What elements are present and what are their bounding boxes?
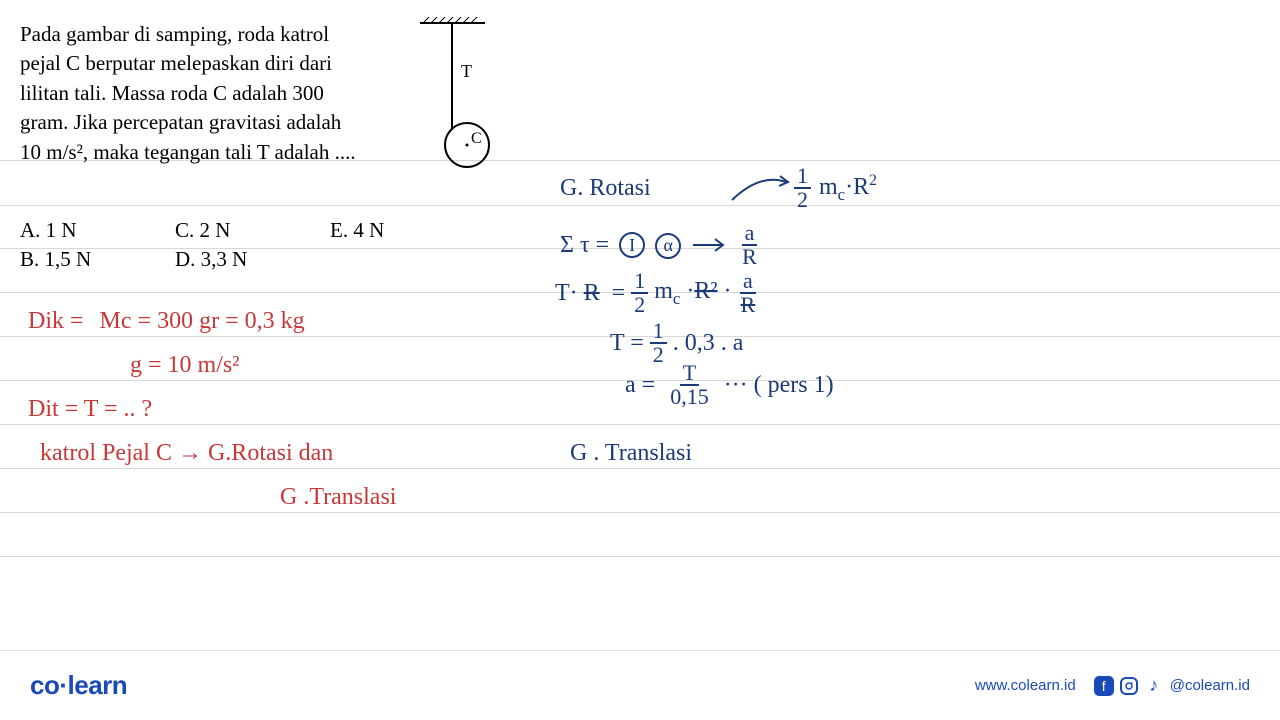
inertia-expr: 12 mc·R2 (730, 165, 877, 211)
option-c: C. 2 N (175, 218, 330, 243)
option-a: A. 1 N (20, 218, 175, 243)
options: A. 1 N C. 2 N E. 4 N B. 1,5 N D. 3,3 N (20, 218, 450, 272)
g-value: g = 10 m/s² (130, 352, 239, 379)
option-b: B. 1,5 N (20, 247, 175, 272)
dik-label: Dik = Mc = 300 gr = 0,3 kg (28, 308, 305, 335)
logo: co·learn (30, 670, 127, 701)
instagram-icon (1120, 677, 1138, 695)
torque-eq: Σ τ = I α aR (560, 222, 760, 268)
katrol-note: katrol Pejal C → G.Rotasi dan (40, 440, 333, 467)
footer-url: www.colearn.id (975, 677, 1076, 694)
t-eq: T = 12 . 0,3 . a (610, 320, 743, 366)
facebook-icon: f (1094, 676, 1114, 696)
footer: co·learn www.colearn.id f ♪ @colearn.id (0, 650, 1280, 720)
a-eq: a = T0,15 ··· ( pers 1) (625, 362, 834, 408)
katrol-note-2: G .Translasi (280, 484, 396, 511)
translasi-heading: G . Translasi (570, 440, 692, 467)
tr-eq: T· R = 12 mc ·R² · aR (555, 270, 758, 316)
svg-text:T: T (461, 61, 472, 81)
rotasi-heading: G. Rotasi (560, 175, 651, 202)
tiktok-icon: ♪ (1144, 676, 1164, 696)
social-handle: @colearn.id (1170, 677, 1250, 694)
problem-text: Pada gambar di samping, roda katrol peja… (20, 20, 360, 167)
option-e: E. 4 N (330, 218, 450, 243)
option-d: D. 3,3 N (175, 247, 330, 272)
social-icons: f ♪ @colearn.id (1094, 676, 1250, 696)
pulley-diagram: T C (415, 15, 505, 180)
dit-label: Dit = T = .. ? (28, 396, 152, 423)
svg-text:C: C (471, 130, 482, 147)
